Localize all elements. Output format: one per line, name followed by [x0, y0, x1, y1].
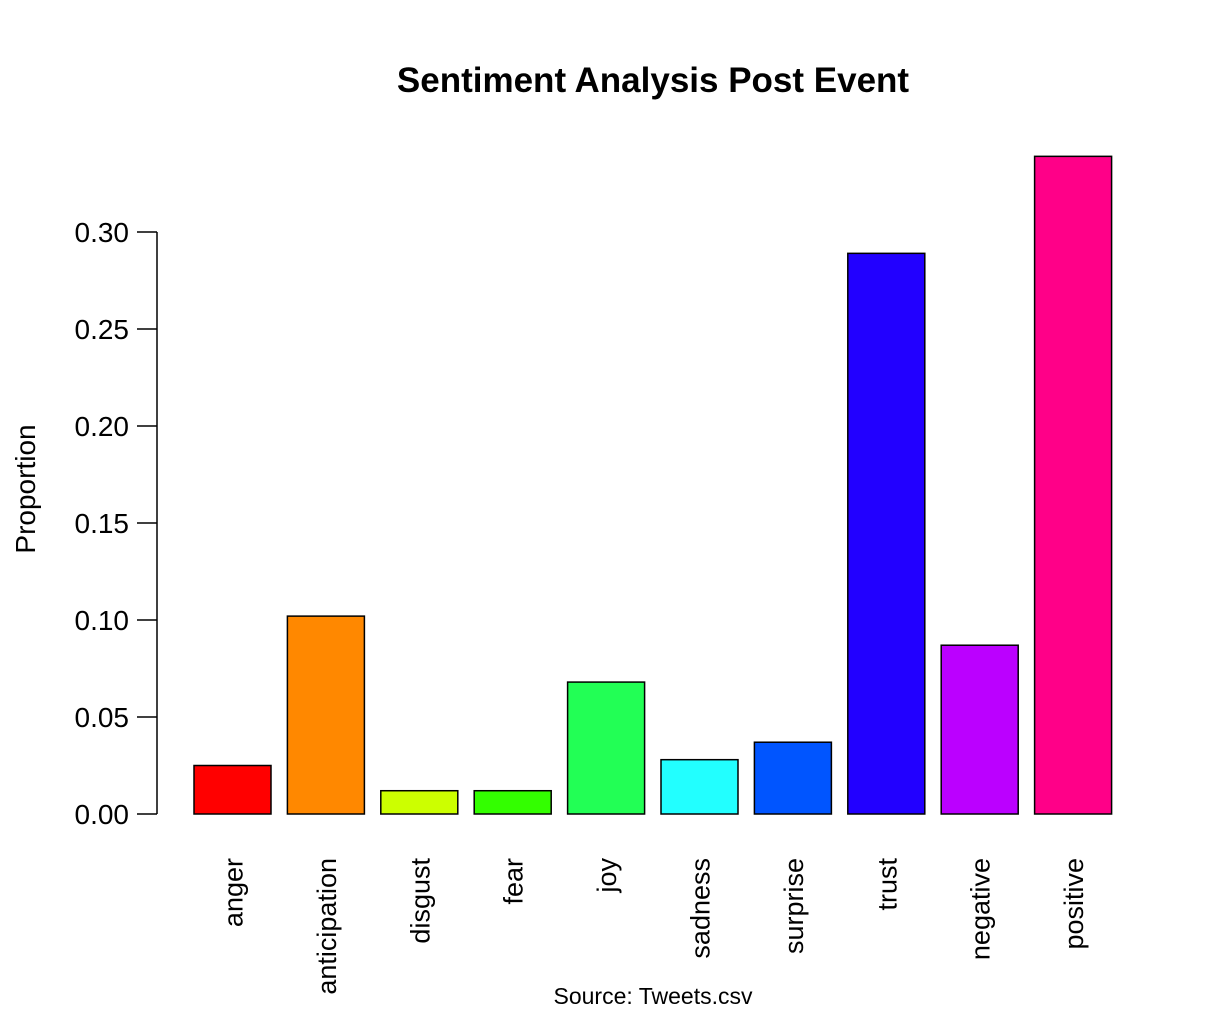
- x-tick-label-fear: fear: [499, 858, 529, 905]
- x-tick-label-joy: joy: [592, 858, 622, 894]
- bar-joy: [566, 681, 646, 815]
- bars-group: [193, 155, 1113, 815]
- bar-trust: [847, 252, 926, 815]
- y-tick-label: 0.25: [75, 314, 130, 345]
- chart-caption: Source: Tweets.csv: [554, 983, 753, 1009]
- y-axis: 0.00 0.05 0.10 0.15 0.20 0.25 0.30: [75, 217, 158, 830]
- y-axis-label: Proportion: [10, 424, 41, 553]
- x-tick-label-negative: negative: [966, 858, 996, 960]
- x-tick-label-anger: anger: [219, 858, 249, 927]
- y-tick-label: 0.00: [75, 799, 130, 830]
- bar-surprise: [753, 741, 833, 815]
- x-tick-label-sadness: sadness: [686, 858, 716, 959]
- x-tick-label-surprise: surprise: [779, 858, 809, 954]
- category-labels: anger anticipation disgust fear joy sadness su…: [219, 858, 1090, 995]
- bar-negative: [940, 644, 1019, 815]
- bar-positive: [1033, 155, 1113, 815]
- x-tick-label-trust: trust: [872, 858, 902, 911]
- x-tick-label-disgust: disgust: [405, 858, 435, 944]
- x-tick-label-positive: positive: [1059, 858, 1089, 950]
- bar-anger: [193, 764, 272, 815]
- y-tick-label: 0.15: [75, 508, 130, 539]
- bar-fear: [473, 789, 552, 815]
- bar-disgust: [380, 789, 459, 815]
- bar-sadness: [660, 758, 739, 815]
- y-tick-label: 0.10: [75, 605, 130, 636]
- chart-title: Sentiment Analysis Post Event: [397, 61, 910, 100]
- bar-anticipation: [286, 615, 366, 815]
- y-tick-label: 0.05: [75, 702, 130, 733]
- y-tick-label: 0.30: [75, 217, 130, 248]
- x-tick-label-anticipation: anticipation: [312, 858, 342, 995]
- y-tick-label: 0.20: [75, 411, 130, 442]
